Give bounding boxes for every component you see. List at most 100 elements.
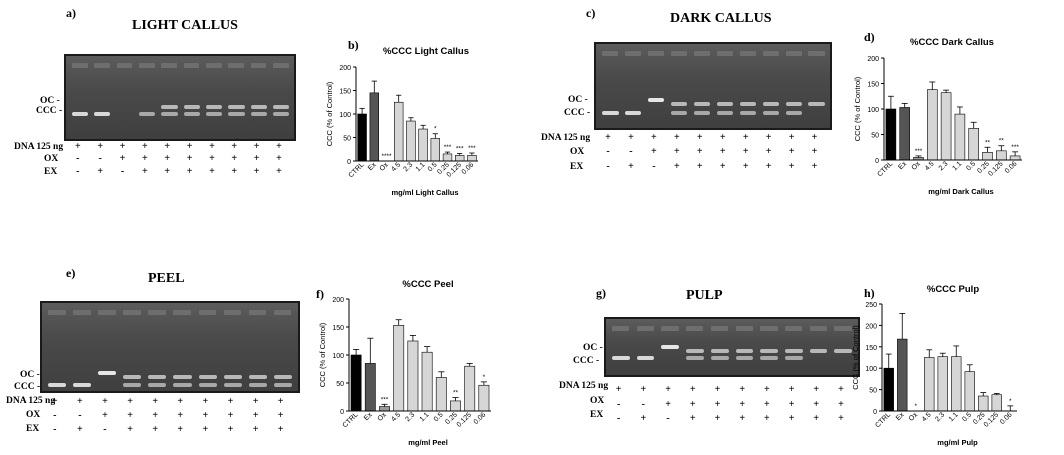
- gel-well: [48, 310, 66, 315]
- x-tick-label: CTRL: [342, 411, 360, 429]
- gel-sign: +: [788, 132, 795, 143]
- gel-band-ccc: [670, 111, 688, 115]
- panel-letter: c): [586, 6, 596, 20]
- gel-sign: +: [142, 166, 148, 177]
- bar: [350, 354, 362, 412]
- gel-sign: +: [719, 132, 726, 143]
- row-label-ox: OX: [26, 410, 41, 420]
- gel-sign: +: [765, 132, 772, 143]
- y-tick-label: 200: [339, 65, 351, 72]
- x-tick-label: 4.5: [390, 411, 402, 423]
- gel-band-ccc: [624, 111, 642, 115]
- gel-band-oc: [228, 105, 245, 109]
- gel-band-ccc: [636, 356, 655, 360]
- gel-well: [72, 63, 88, 68]
- gel-band-ccc: [612, 356, 630, 360]
- y-tick-label: 50: [343, 136, 351, 143]
- gel-well: [647, 51, 664, 56]
- gel-sign: +: [765, 161, 772, 172]
- gel-sign: +: [811, 132, 818, 143]
- row-label-ox: OX: [590, 396, 605, 406]
- gel-band-ccc: [784, 356, 803, 360]
- gel-sign: +: [765, 146, 772, 157]
- gel-band-oc: [661, 345, 680, 349]
- x-tick-label: Ex: [367, 161, 378, 172]
- gel-well: [98, 310, 116, 315]
- y-tick-label: 150: [867, 82, 879, 89]
- gel-sign: -: [616, 413, 621, 424]
- bar: [406, 120, 416, 162]
- bar: [430, 138, 440, 162]
- gel-well: [686, 326, 704, 331]
- gel-sign: +: [640, 384, 647, 395]
- gel-sign: -: [629, 146, 633, 157]
- gel-sign: +: [739, 399, 746, 410]
- gel-band-ccc: [273, 112, 290, 116]
- gel-band-oc: [710, 349, 729, 353]
- gel-band-ccc: [73, 383, 92, 387]
- gel-sign: +: [209, 153, 215, 164]
- gel-band-ccc: [710, 356, 729, 360]
- significance-marker: *: [914, 403, 917, 410]
- gel-sign: +: [227, 424, 234, 435]
- gel-band-oc: [760, 349, 779, 353]
- gel-sign: -: [606, 161, 610, 172]
- gel-image: [64, 54, 296, 141]
- y-tick-label: 100: [867, 107, 879, 114]
- row-label-dna: DNA 125 ng: [14, 142, 64, 152]
- gel-band-oc: [762, 102, 780, 106]
- gel-sign: +: [186, 153, 193, 164]
- x-tick-label: 0.06: [473, 411, 488, 426]
- y-tick-label: 150: [865, 345, 877, 352]
- y-tick-label: 100: [339, 112, 351, 119]
- gel-well: [73, 310, 91, 315]
- bar: [435, 377, 447, 412]
- bar: [899, 107, 910, 161]
- panel-letter: g): [596, 286, 606, 300]
- x-tick-label: Ex: [363, 411, 374, 422]
- gel-sign: +: [811, 161, 818, 172]
- gel-sign: +: [640, 413, 647, 424]
- significance-marker: **: [999, 138, 1005, 145]
- gel-well: [661, 326, 679, 331]
- x-tick-label: 0.5: [427, 161, 439, 173]
- gel-sign: +: [177, 424, 184, 435]
- gel-sign: +: [77, 424, 83, 435]
- gel-band-oc: [206, 105, 223, 109]
- gel-well: [183, 63, 200, 68]
- y-axis-label: CCC (% of Control): [851, 325, 860, 390]
- row-label-ex: EX: [26, 424, 40, 434]
- bar: [1009, 155, 1021, 161]
- gel-band-oc: [250, 105, 267, 109]
- gel-image: [40, 301, 300, 393]
- gel-sign: +: [813, 384, 820, 395]
- gel-sign: +: [202, 396, 209, 407]
- gel-sign: +: [628, 161, 634, 172]
- gel-sign: +: [202, 410, 209, 421]
- significance-marker: *: [483, 374, 486, 381]
- oc-label: OC -: [20, 370, 40, 380]
- gel-sign: +: [277, 396, 284, 407]
- y-tick-label: 50: [871, 133, 879, 140]
- significance-marker: *: [1009, 398, 1012, 405]
- gel-sign: +: [811, 146, 818, 157]
- gel-band-ccc: [273, 383, 292, 387]
- gel-well: [161, 63, 178, 68]
- gel-band-oc: [161, 105, 178, 109]
- y-tick-label: 200: [332, 297, 344, 304]
- gel-band-oc: [273, 375, 292, 379]
- chart-title: %CCC Light Callus: [383, 46, 469, 57]
- gel-sign: +: [788, 413, 795, 424]
- gel-sign: +: [696, 146, 703, 157]
- gel-sign: +: [102, 396, 108, 407]
- gel-band-oc: [785, 102, 803, 106]
- significance-marker: **: [985, 139, 991, 146]
- gel-sign: +: [719, 161, 726, 172]
- row-label-ex: EX: [570, 162, 584, 172]
- gel-well: [808, 51, 825, 56]
- significance-marker: *: [434, 126, 437, 133]
- gel-well: [123, 310, 141, 315]
- y-tick-label: 0: [875, 158, 879, 165]
- gel-sign: +: [209, 166, 215, 177]
- gel-band-ccc: [250, 112, 267, 116]
